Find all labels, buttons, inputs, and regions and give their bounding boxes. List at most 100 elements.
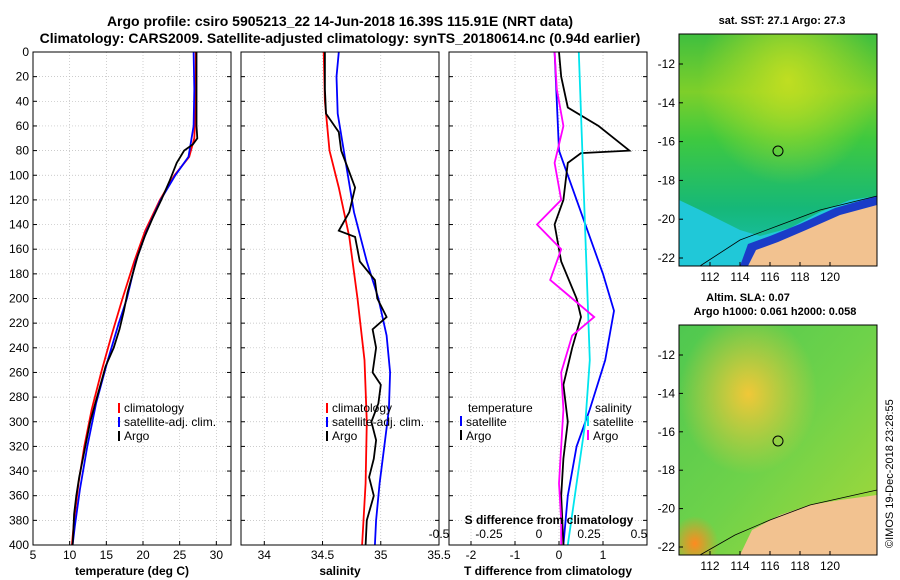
depth-tick-label: 20 bbox=[16, 70, 30, 84]
legend-entry: climatology bbox=[332, 401, 392, 415]
top-tick-label: -0.5 bbox=[429, 527, 450, 541]
map-y-tick-label: -14 bbox=[658, 96, 676, 110]
map-x-tick-label: 116 bbox=[760, 559, 779, 573]
map-y-tick-label: -18 bbox=[658, 463, 676, 477]
title-line-1: Argo profile: csiro 5905213_22 14-Jun-20… bbox=[107, 13, 573, 29]
sst-map-land bbox=[748, 205, 877, 266]
sla-map-isobath bbox=[699, 489, 878, 556]
map-x-tick-label: 112 bbox=[700, 559, 719, 573]
series-line-s-satellite bbox=[566, 51, 591, 546]
x-tick-label: 34.5 bbox=[311, 548, 335, 562]
legend-entry: satellite-adj. clim. bbox=[124, 415, 216, 429]
sla-map-argo-marker bbox=[772, 435, 784, 447]
map-y-tick-label: -16 bbox=[658, 425, 676, 439]
profile-panel-3: -2 -1 0 1 T difference from climatology tempe… bbox=[429, 51, 648, 578]
depth-tick-label: 340 bbox=[9, 464, 29, 478]
top-tick-label: 0.25 bbox=[577, 527, 601, 541]
x-tick-label: 5 bbox=[30, 548, 37, 562]
profile-panels: 0204060801001201401601802002202402602803… bbox=[9, 45, 648, 578]
map-y-tick-label: -12 bbox=[658, 348, 676, 362]
legend-entry: temperature bbox=[468, 401, 533, 415]
map-y-tick-label: -14 bbox=[658, 386, 676, 400]
x-axis-label: T difference from climatology bbox=[464, 564, 632, 578]
legend-entry: satellite bbox=[593, 415, 634, 429]
map-y-tick-label: -20 bbox=[658, 212, 676, 226]
x-tick-label: 30 bbox=[210, 548, 224, 562]
series-line-climatology bbox=[322, 51, 368, 546]
series-line-argo bbox=[324, 52, 388, 546]
x-tick-label: 35.5 bbox=[427, 548, 451, 562]
sst-map-title: sat. SST: 27.1 Argo: 27.3 bbox=[719, 15, 846, 27]
x-tick-label: -2 bbox=[466, 548, 477, 562]
depth-tick-label: 40 bbox=[16, 94, 30, 108]
sla-map-frame bbox=[678, 324, 878, 556]
sst-map: sat. SST: 27.1 Argo: 27.3 112 114 116 118 12… bbox=[658, 15, 878, 284]
depth-tick-label: 160 bbox=[9, 242, 29, 256]
map-y-tick-label: -18 bbox=[658, 173, 676, 187]
series-line-s-argo bbox=[535, 51, 596, 545]
sla-map-title-1: Altim. SLA: 0.07 bbox=[706, 292, 790, 304]
legend-entry: satellite-adj. clim. bbox=[332, 415, 424, 429]
depth-tick-label: 360 bbox=[9, 489, 29, 503]
depth-tick-label: 220 bbox=[9, 316, 29, 330]
series-line-satellite-adj-clim- bbox=[335, 51, 392, 546]
map-x-tick-label: 112 bbox=[700, 270, 719, 284]
top-tick-label: 0.5 bbox=[631, 527, 648, 541]
map-y-tick-label: -16 bbox=[658, 135, 676, 149]
profile-panel-1: 0 20 40 60 80 100 120 140 160 180 200 220 240 260 280 3… bbox=[9, 45, 232, 578]
map-x-tick-label: 116 bbox=[760, 270, 779, 284]
top-axis-label: S difference from climatology bbox=[465, 513, 634, 527]
map-x-tick-label: 120 bbox=[820, 559, 840, 573]
legend-entry: salinity bbox=[595, 401, 632, 415]
depth-tick-label: 240 bbox=[9, 341, 29, 355]
x-tick-label: 0 bbox=[556, 548, 563, 562]
depth-tick-label: 140 bbox=[9, 218, 29, 232]
legend-entry: Argo bbox=[332, 429, 358, 443]
map-y-tick-label: -22 bbox=[658, 540, 676, 554]
legend-entry: Argo bbox=[466, 429, 492, 443]
x-tick-label: 20 bbox=[136, 548, 150, 562]
sst-map-argo-marker bbox=[772, 145, 784, 157]
profile-panel-2: 34 34.5 35 35.5 salinity climatologysatellite… bbox=[240, 51, 451, 578]
legend-entry: satellite bbox=[466, 415, 507, 429]
depth-tick-label: 0 bbox=[22, 45, 29, 59]
top-tick-label: -0.25 bbox=[475, 527, 503, 541]
x-tick-label: 1 bbox=[600, 548, 607, 562]
x-tick-label: 15 bbox=[100, 548, 114, 562]
depth-tick-label: 260 bbox=[9, 365, 29, 379]
sla-map-ticks: 112 114 116 118 120 -12 -14 -16 -18 -20 -22 bbox=[658, 348, 841, 573]
legend-entry: Argo bbox=[124, 429, 150, 443]
panel-frame bbox=[32, 51, 232, 546]
map-x-tick-label: 120 bbox=[820, 270, 840, 284]
depth-tick-label: 60 bbox=[16, 119, 30, 133]
depth-tick-label: 180 bbox=[9, 267, 29, 281]
top-tick-label: 0 bbox=[536, 527, 543, 541]
x-axis-label: salinity bbox=[319, 564, 361, 578]
series-line-argo bbox=[71, 52, 199, 546]
sst-map-isobath bbox=[699, 195, 878, 267]
x-axis-label: temperature (deg C) bbox=[75, 564, 189, 578]
map-x-tick-label: 118 bbox=[790, 559, 809, 573]
sla-map-title-2: Argo h1000: 0.061 h2000: 0.058 bbox=[694, 306, 857, 318]
depth-tick-label: 280 bbox=[9, 390, 29, 404]
x-tick-label: 25 bbox=[173, 548, 187, 562]
depth-tick-label: 120 bbox=[9, 193, 29, 207]
series-line-t-argo bbox=[553, 51, 632, 546]
x-tick-label: 10 bbox=[63, 548, 77, 562]
depth-tick-label: 100 bbox=[9, 168, 29, 182]
sst-map-frame bbox=[678, 33, 878, 267]
x-tick-label: 34 bbox=[258, 548, 272, 562]
map-y-tick-label: -22 bbox=[658, 251, 676, 265]
map-y-tick-label: -20 bbox=[658, 502, 676, 516]
sla-map: Altim. SLA: 0.07 Argo h1000: 0.061 h2000… bbox=[658, 292, 878, 573]
sla-map-land bbox=[740, 495, 877, 555]
depth-tick-label: 380 bbox=[9, 513, 29, 527]
depth-tick-label: 400 bbox=[9, 538, 29, 552]
map-y-tick-label: -12 bbox=[658, 57, 676, 71]
map-x-tick-label: 118 bbox=[790, 270, 809, 284]
sst-map-ticks: 112 114 116 118 120 -12 -14 -16 -18 -20 -22 bbox=[658, 57, 841, 284]
depth-tick-label: 200 bbox=[9, 292, 29, 306]
x-tick-label: -1 bbox=[510, 548, 521, 562]
map-x-tick-label: 114 bbox=[730, 559, 749, 573]
